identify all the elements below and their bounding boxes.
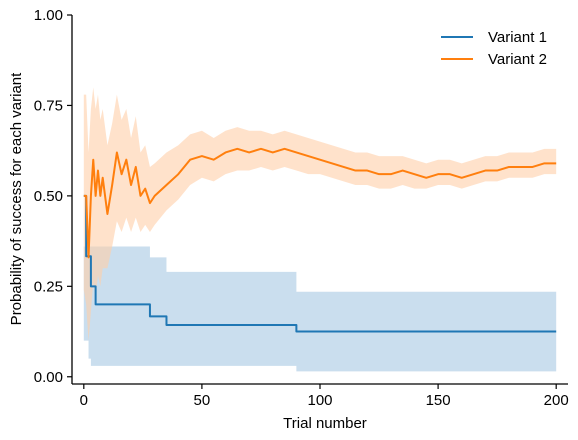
x-tick-label: 0 <box>80 392 88 409</box>
x-ticks: 0 50 100 150 200 <box>80 384 569 409</box>
y-tick-label: 1.00 <box>34 7 63 24</box>
x-tick-label: 50 <box>194 392 211 409</box>
y-axis-label: Probability of success for each variant <box>8 72 25 325</box>
confidence-band-1 <box>83 246 557 372</box>
x-tick-label: 100 <box>307 392 332 409</box>
y-tick-label: 0.00 <box>34 369 63 386</box>
x-tick-label: 200 <box>544 392 569 409</box>
series-line-2 <box>83 147 557 259</box>
legend: Variant 1 Variant 2 <box>441 29 547 68</box>
y-ticks: 0.00 0.25 0.50 0.75 1.00 <box>34 7 72 386</box>
x-axis-label: Trial number <box>283 415 367 432</box>
legend-label: Variant 2 <box>488 51 547 68</box>
axes: 0 50 100 150 200 0.00 0.25 0.50 0.75 1.00 <box>34 7 569 409</box>
y-tick-label: 0.25 <box>34 278 63 295</box>
x-tick-label: 150 <box>426 392 451 409</box>
confidence-bands <box>83 87 557 372</box>
y-tick-label: 0.75 <box>34 97 63 114</box>
confidence-band-2 <box>83 87 557 341</box>
legend-label: Variant 1 <box>488 29 547 46</box>
series-lines <box>83 147 557 333</box>
y-tick-label: 0.50 <box>34 188 63 205</box>
